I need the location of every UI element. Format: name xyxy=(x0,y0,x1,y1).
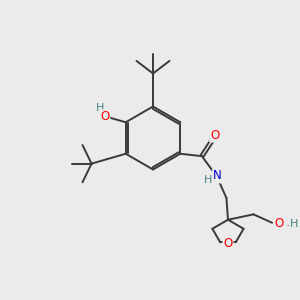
Text: -: - xyxy=(286,219,291,232)
Text: O: O xyxy=(210,129,219,142)
Text: H: H xyxy=(96,103,104,113)
Text: N: N xyxy=(213,169,222,182)
Text: O: O xyxy=(224,237,232,250)
Text: H: H xyxy=(204,175,212,184)
Text: O: O xyxy=(274,218,283,230)
Text: O: O xyxy=(100,110,109,123)
Text: H: H xyxy=(290,219,298,229)
